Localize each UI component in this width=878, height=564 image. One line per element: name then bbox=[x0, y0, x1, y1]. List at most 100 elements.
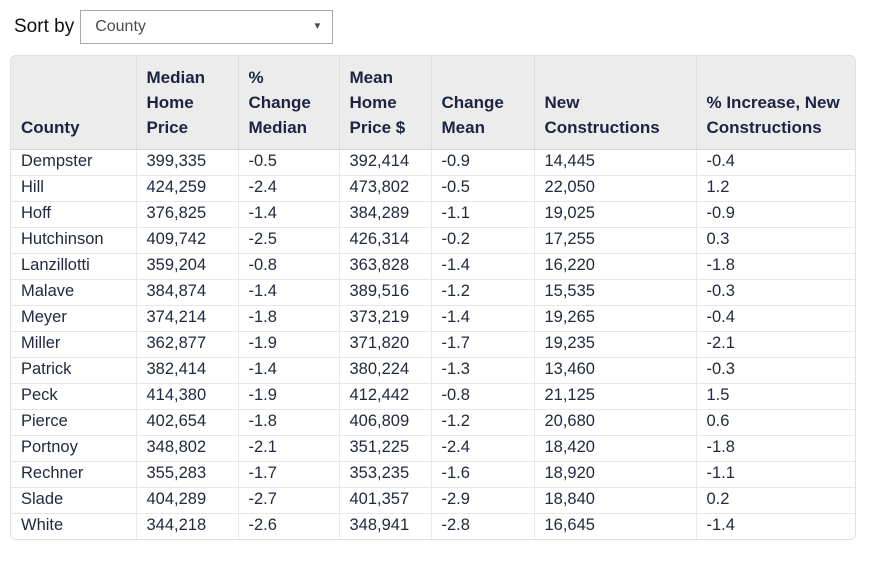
cell-county: Miller bbox=[11, 330, 136, 357]
cell-value: -2.6 bbox=[237, 512, 339, 539]
table-row: Hoff 376,825 -1.4 384,289 -1.1 19,025 -0.9 bbox=[11, 200, 855, 227]
table-row: Hill 424,259 -2.4 473,802 -0.5 22,050 1.2 bbox=[11, 174, 855, 201]
cell-value: -2.1 bbox=[237, 434, 339, 461]
cell-value: -1.4 bbox=[430, 304, 534, 331]
table-row: White 344,218 -2.6 348,941 -2.8 16,645 -1.4 bbox=[11, 512, 855, 539]
cell-value: 374,214 bbox=[135, 304, 238, 331]
cell-county: Rechner bbox=[11, 460, 136, 487]
table-header-row: County Median Home Price% Change Median Me… bbox=[11, 56, 855, 150]
column-header: Change Mean bbox=[430, 56, 534, 150]
table-row: Pierce 402,654 -1.8 406,809 -1.2 20,680 0.6 bbox=[11, 408, 855, 435]
cell-value: 384,289 bbox=[338, 200, 431, 227]
cell-value: 371,820 bbox=[338, 330, 431, 357]
cell-value: -0.8 bbox=[237, 252, 339, 279]
county-data-table-container: County Median Home Price% Change Median Me… bbox=[10, 55, 856, 540]
cell-value: 13,460 bbox=[533, 356, 696, 383]
cell-value: -2.5 bbox=[237, 226, 339, 253]
cell-value: -1.2 bbox=[430, 408, 534, 435]
table-row: Miller 362,877 -1.9 371,820 -1.7 19,235 -2.1 bbox=[11, 330, 855, 357]
cell-value: 355,283 bbox=[135, 460, 238, 487]
cell-value: -1.2 bbox=[430, 278, 534, 305]
cell-value: 22,050 bbox=[533, 174, 696, 201]
cell-value: 0.2 bbox=[695, 486, 855, 513]
sort-bar: Sort by County ▾ bbox=[14, 10, 334, 44]
cell-value: 401,357 bbox=[338, 486, 431, 513]
cell-value: -2.9 bbox=[430, 486, 534, 513]
cell-value: -0.9 bbox=[430, 149, 534, 175]
cell-value: -1.7 bbox=[237, 460, 339, 487]
cell-county: Malave bbox=[11, 278, 136, 305]
cell-value: 359,204 bbox=[135, 252, 238, 279]
cell-value: 16,220 bbox=[533, 252, 696, 279]
cell-value: 412,442 bbox=[338, 382, 431, 409]
cell-value: -1.8 bbox=[695, 252, 855, 279]
cell-county: Patrick bbox=[11, 356, 136, 383]
cell-value: 402,654 bbox=[135, 408, 238, 435]
cell-value: -1.4 bbox=[237, 356, 339, 383]
cell-county: Dempster bbox=[11, 149, 136, 175]
cell-value: 382,414 bbox=[135, 356, 238, 383]
county-data-table: County Median Home Price% Change Median Me… bbox=[11, 56, 855, 539]
chevron-down-icon: ▾ bbox=[314, 20, 321, 33]
cell-value: 389,516 bbox=[338, 278, 431, 305]
cell-value: -0.5 bbox=[237, 149, 339, 175]
cell-value: 348,802 bbox=[135, 434, 238, 461]
cell-value: -0.4 bbox=[695, 149, 855, 175]
cell-value: 0.3 bbox=[695, 226, 855, 253]
cell-value: 344,218 bbox=[135, 512, 238, 539]
cell-value: -1.1 bbox=[695, 460, 855, 487]
cell-value: -1.9 bbox=[237, 382, 339, 409]
cell-county: Meyer bbox=[11, 304, 136, 331]
cell-value: 404,289 bbox=[135, 486, 238, 513]
cell-value: -1.8 bbox=[237, 408, 339, 435]
cell-value: -2.4 bbox=[237, 174, 339, 201]
table-row: Meyer 374,214 -1.8 373,219 -1.4 19,265 -0.4 bbox=[11, 304, 855, 331]
cell-value: 362,877 bbox=[135, 330, 238, 357]
cell-value: 409,742 bbox=[135, 226, 238, 253]
cell-value: -1.4 bbox=[237, 200, 339, 227]
cell-value: 19,025 bbox=[533, 200, 696, 227]
cell-value: 15,535 bbox=[533, 278, 696, 305]
column-header: New Constructions bbox=[533, 56, 696, 150]
column-header: % Increase, New Constructions bbox=[695, 56, 855, 150]
table-row: Lanzillotti 359,204 -0.8 363,828 -1.4 16,220-… bbox=[11, 252, 855, 279]
table-row: Portnoy 348,802 -2.1 351,225 -2.4 18,420 -1.8 bbox=[11, 434, 855, 461]
cell-value: 16,645 bbox=[533, 512, 696, 539]
cell-value: 380,224 bbox=[338, 356, 431, 383]
cell-value: 384,874 bbox=[135, 278, 238, 305]
cell-value: -2.8 bbox=[430, 512, 534, 539]
cell-county: White bbox=[11, 512, 136, 539]
cell-value: 348,941 bbox=[338, 512, 431, 539]
cell-value: 392,414 bbox=[338, 149, 431, 175]
table-row: Dempster 399,335 -0.5 392,414 -0.9 14,445 -0.4 bbox=[11, 149, 855, 175]
sort-by-selected-value: County bbox=[95, 18, 146, 35]
cell-county: Slade bbox=[11, 486, 136, 513]
cell-county: Pierce bbox=[11, 408, 136, 435]
cell-county: Hoff bbox=[11, 200, 136, 227]
cell-county: Lanzillotti bbox=[11, 252, 136, 279]
cell-value: 1.2 bbox=[695, 174, 855, 201]
cell-value: -0.3 bbox=[695, 356, 855, 383]
table-row: Malave 384,874 -1.4 389,516 -1.2 15,535 -0.3 bbox=[11, 278, 855, 305]
cell-value: -0.4 bbox=[695, 304, 855, 331]
cell-value: 0.6 bbox=[695, 408, 855, 435]
cell-value: 414,380 bbox=[135, 382, 238, 409]
column-header: Median Home Price bbox=[135, 56, 238, 150]
cell-value: -1.6 bbox=[430, 460, 534, 487]
cell-value: -1.9 bbox=[237, 330, 339, 357]
table-row: Rechner 355,283 -1.7 353,235 -1.6 18,920 -1.1 bbox=[11, 460, 855, 487]
sort-by-dropdown[interactable]: County ▾ bbox=[80, 10, 334, 44]
cell-value: 19,265 bbox=[533, 304, 696, 331]
cell-value: 17,255 bbox=[533, 226, 696, 253]
cell-value: 18,840 bbox=[533, 486, 696, 513]
column-header: County bbox=[11, 56, 136, 150]
table-body: Dempster 399,335 -0.5 392,414 -0.9 14,445 -0.4… bbox=[11, 149, 855, 539]
cell-value: 18,420 bbox=[533, 434, 696, 461]
cell-value: -1.7 bbox=[430, 330, 534, 357]
cell-value: -2.4 bbox=[430, 434, 534, 461]
cell-value: -1.4 bbox=[695, 512, 855, 539]
cell-value: -1.8 bbox=[695, 434, 855, 461]
table-row: Hutchinson 409,742 -2.5 426,314 -0.2 17,255 0.… bbox=[11, 226, 855, 253]
cell-value: 14,445 bbox=[533, 149, 696, 175]
